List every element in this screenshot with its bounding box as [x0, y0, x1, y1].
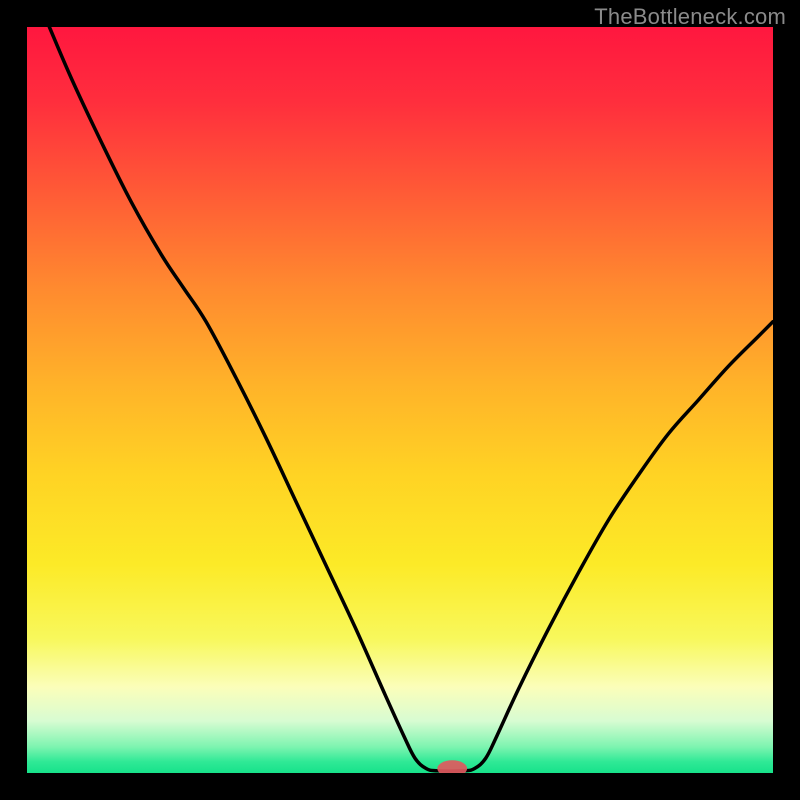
gradient-svg	[27, 27, 773, 773]
gradient-background	[27, 27, 773, 773]
plot-area	[27, 27, 773, 773]
chart-frame: TheBottleneck.com	[0, 0, 800, 800]
watermark-text: TheBottleneck.com	[594, 4, 786, 30]
